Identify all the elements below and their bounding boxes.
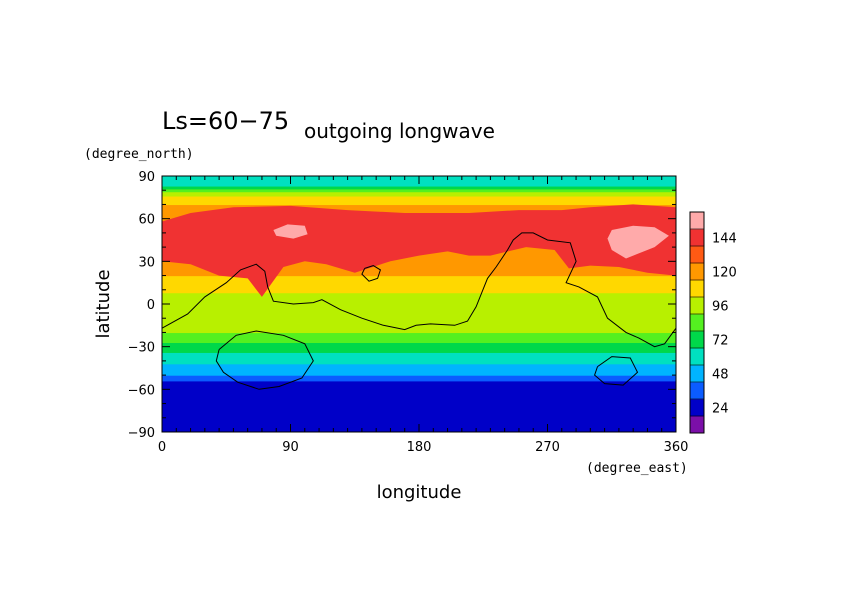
y-axis-label: latitude	[93, 269, 114, 338]
zonal-band-2	[162, 363, 676, 376]
zonal-band-9	[162, 195, 676, 206]
zonal-band-0	[162, 380, 676, 432]
colorbar-swatch-5	[690, 331, 704, 349]
colorbar-label-2: 72	[712, 334, 729, 349]
colorbar-swatch-3	[690, 365, 704, 383]
zonal-band-12	[162, 185, 676, 190]
x-tick-label-1: 90	[282, 440, 299, 455]
colorbar-swatch-6	[690, 314, 704, 332]
y-tick-label-2: 30	[138, 255, 155, 270]
colorbar-swatch-11	[690, 229, 704, 247]
axes: 0 90 180 270 360 90 60 30 0 −30 −60 −90	[128, 170, 689, 455]
colorbar-swatch-0	[690, 416, 704, 434]
warm-maximum-east	[607, 225, 669, 259]
colorbar-label-5: 144	[712, 232, 737, 247]
colorbar-swatch-8	[690, 280, 704, 298]
x-tick-label-0: 0	[158, 440, 166, 455]
topography-contour-0	[162, 232, 676, 348]
warm-maximum-west	[273, 224, 308, 239]
colorbar-swatch-12	[690, 212, 704, 230]
y-tick-label-6: −90	[128, 426, 155, 441]
zonal-band-7	[162, 275, 676, 294]
zonal-band-11	[162, 188, 676, 193]
x-tick-label-3: 270	[535, 440, 560, 455]
y-unit-label: (degree_north)	[84, 147, 194, 162]
zonal-band-3	[162, 352, 676, 365]
y-tick-label-0: 90	[138, 170, 155, 185]
plot-area	[162, 176, 676, 432]
x-unit-label: (degree_east)	[586, 461, 688, 476]
colorbar-label-0: 24	[712, 402, 729, 417]
colorbar-label-1: 48	[712, 368, 729, 383]
colorbar-swatch-1	[690, 399, 704, 417]
zonal-band-4	[162, 342, 676, 353]
chart-title: outgoing longwave	[304, 119, 495, 143]
topography-contour-1	[215, 330, 314, 390]
chart-title-prefix: Ls=60−75	[162, 107, 289, 135]
y-tick-label-1: 60	[138, 213, 155, 228]
colorbar-swatch-4	[690, 348, 704, 366]
topography-contour-3	[361, 265, 381, 282]
colorbar-frame	[689, 211, 705, 434]
y-tick-label-4: −30	[128, 341, 155, 356]
colorbar-swatch-7	[690, 297, 704, 315]
colorbar-label-4: 120	[712, 266, 737, 281]
colorbar-swatch-9	[690, 263, 704, 281]
topography-contour-2	[594, 356, 639, 386]
zonal-band-10	[162, 191, 676, 197]
y-tick-label-3: 0	[147, 298, 155, 313]
y-tick-label-5: −60	[128, 383, 155, 398]
colorbar-swatch-10	[690, 246, 704, 264]
x-axis-label: longitude	[377, 482, 462, 503]
zonal-band-5	[162, 332, 676, 343]
x-tick-label-4: 360	[664, 440, 689, 455]
colorbar: 24 48 72 96 120 144	[689, 211, 737, 434]
x-tick-label-2: 180	[407, 440, 432, 455]
colorbar-label-3: 96	[712, 300, 729, 315]
zonal-band-1	[162, 375, 676, 382]
zonal-band-6	[162, 292, 676, 334]
colorbar-swatch-2	[690, 382, 704, 400]
